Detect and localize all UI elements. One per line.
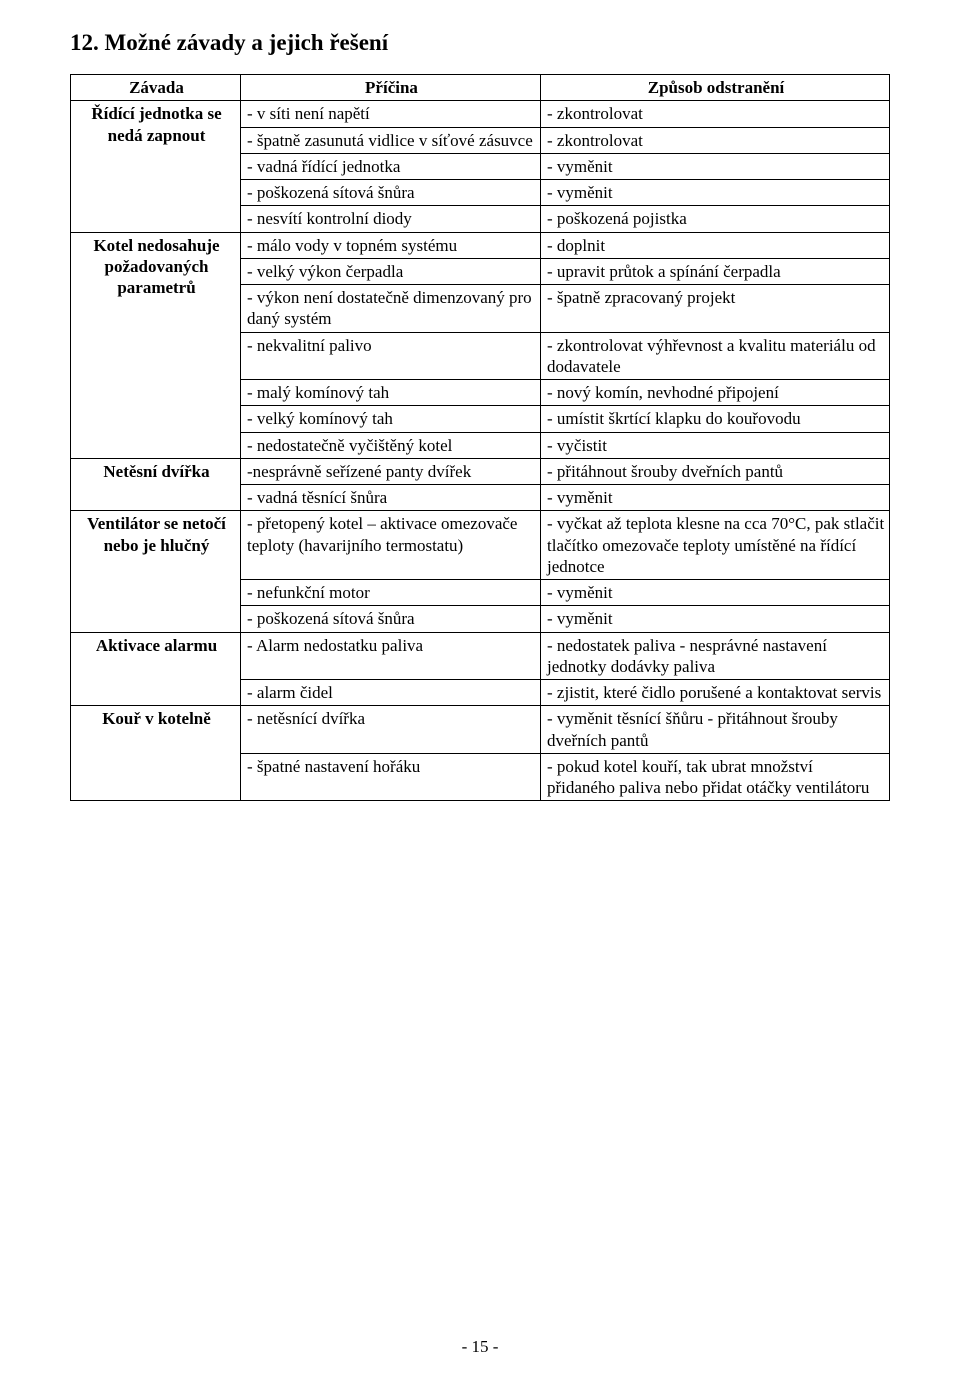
cell-cause: - vadná těsnící šnůra	[241, 485, 541, 511]
cell-cause: - špatné nastavení hořáku	[241, 753, 541, 801]
cell-fix: - vyměnit	[541, 485, 890, 511]
cell-cause: - velký výkon čerpadla	[241, 258, 541, 284]
cell-cause: - malý komínový tah	[241, 380, 541, 406]
cell-fix: - přitáhnout šrouby dveřních pantů	[541, 458, 890, 484]
table-row: Aktivace alarmu - Alarm nedostatku paliv…	[71, 632, 890, 680]
cell-cause: - nesvítí kontrolní diody	[241, 206, 541, 232]
section-title: Řídící jednotka se nedá zapnout	[71, 101, 241, 232]
faults-table: Závada Příčina Způsob odstranění Řídící …	[70, 74, 890, 801]
col-header-fault: Závada	[71, 75, 241, 101]
cell-fix: - vyměnit	[541, 606, 890, 632]
cell-fix: - umístit škrtící klapku do kouřovodu	[541, 406, 890, 432]
cell-cause: - málo vody v topném systému	[241, 232, 541, 258]
cell-cause: - poškozená sítová šnůra	[241, 180, 541, 206]
table-row: Kouř v kotelně - netěsnící dvířka - vymě…	[71, 706, 890, 754]
cell-fix: - vyměnit těsnící šňůru - přitáhnout šro…	[541, 706, 890, 754]
table-row: Netěsní dvířka -nesprávně seřízené panty…	[71, 458, 890, 484]
table-header-row: Závada Příčina Způsob odstranění	[71, 75, 890, 101]
cell-cause: - nedostatečně vyčištěný kotel	[241, 432, 541, 458]
cell-cause: - přetopený kotel – aktivace omezovače t…	[241, 511, 541, 580]
cell-fix: - pokud kotel kouří, tak ubrat množství …	[541, 753, 890, 801]
cell-cause: - výkon není dostatečně dimenzovaný pro …	[241, 285, 541, 333]
col-header-fix: Způsob odstranění	[541, 75, 890, 101]
cell-cause: - nekvalitní palivo	[241, 332, 541, 380]
section-title: Kouř v kotelně	[71, 706, 241, 801]
cell-cause: - netěsnící dvířka	[241, 706, 541, 754]
cell-fix: - zjistit, které čidlo porušené a kontak…	[541, 680, 890, 706]
cell-fix: - vyměnit	[541, 180, 890, 206]
cell-cause: - Alarm nedostatku paliva	[241, 632, 541, 680]
cell-cause: - nefunkční motor	[241, 580, 541, 606]
page-number: - 15 -	[0, 1337, 960, 1357]
cell-cause: -nesprávně seřízené panty dvířek	[241, 458, 541, 484]
cell-fix: - špatně zpracovaný projekt	[541, 285, 890, 333]
cell-fix: - vyčkat až teplota klesne na cca 70°C, …	[541, 511, 890, 580]
cell-fix: - poškozená pojistka	[541, 206, 890, 232]
cell-cause: - špatně zasunutá vidlice v síťové zásuv…	[241, 127, 541, 153]
col-header-cause: Příčina	[241, 75, 541, 101]
table-row: Kotel nedosahuje požadovaných parametrů …	[71, 232, 890, 258]
cell-fix: - nedostatek paliva - nesprávné nastaven…	[541, 632, 890, 680]
section-title: Aktivace alarmu	[71, 632, 241, 706]
table-row: Řídící jednotka se nedá zapnout - v síti…	[71, 101, 890, 127]
cell-fix: - upravit průtok a spínání čerpadla	[541, 258, 890, 284]
section-title: Ventilátor se netočí nebo je hlučný	[71, 511, 241, 632]
cell-fix: - zkontrolovat výhřevnost a kvalitu mate…	[541, 332, 890, 380]
section-title: Netěsní dvířka	[71, 458, 241, 511]
cell-fix: - vyčistit	[541, 432, 890, 458]
table-row: Ventilátor se netočí nebo je hlučný - př…	[71, 511, 890, 580]
cell-fix: - doplnit	[541, 232, 890, 258]
cell-cause: - vadná řídící jednotka	[241, 153, 541, 179]
cell-fix: - zkontrolovat	[541, 127, 890, 153]
page-title: 12. Možné závady a jejich řešení	[70, 30, 890, 56]
section-title: Kotel nedosahuje požadovaných parametrů	[71, 232, 241, 458]
cell-fix: - vyměnit	[541, 153, 890, 179]
cell-cause: - poškozená sítová šnůra	[241, 606, 541, 632]
cell-fix: - vyměnit	[541, 580, 890, 606]
page: 12. Možné závady a jejich řešení Závada …	[0, 0, 960, 1375]
cell-fix: - nový komín, nevhodné připojení	[541, 380, 890, 406]
cell-cause: - velký komínový tah	[241, 406, 541, 432]
cell-fix: - zkontrolovat	[541, 101, 890, 127]
cell-cause: - alarm čidel	[241, 680, 541, 706]
cell-cause: - v síti není napětí	[241, 101, 541, 127]
